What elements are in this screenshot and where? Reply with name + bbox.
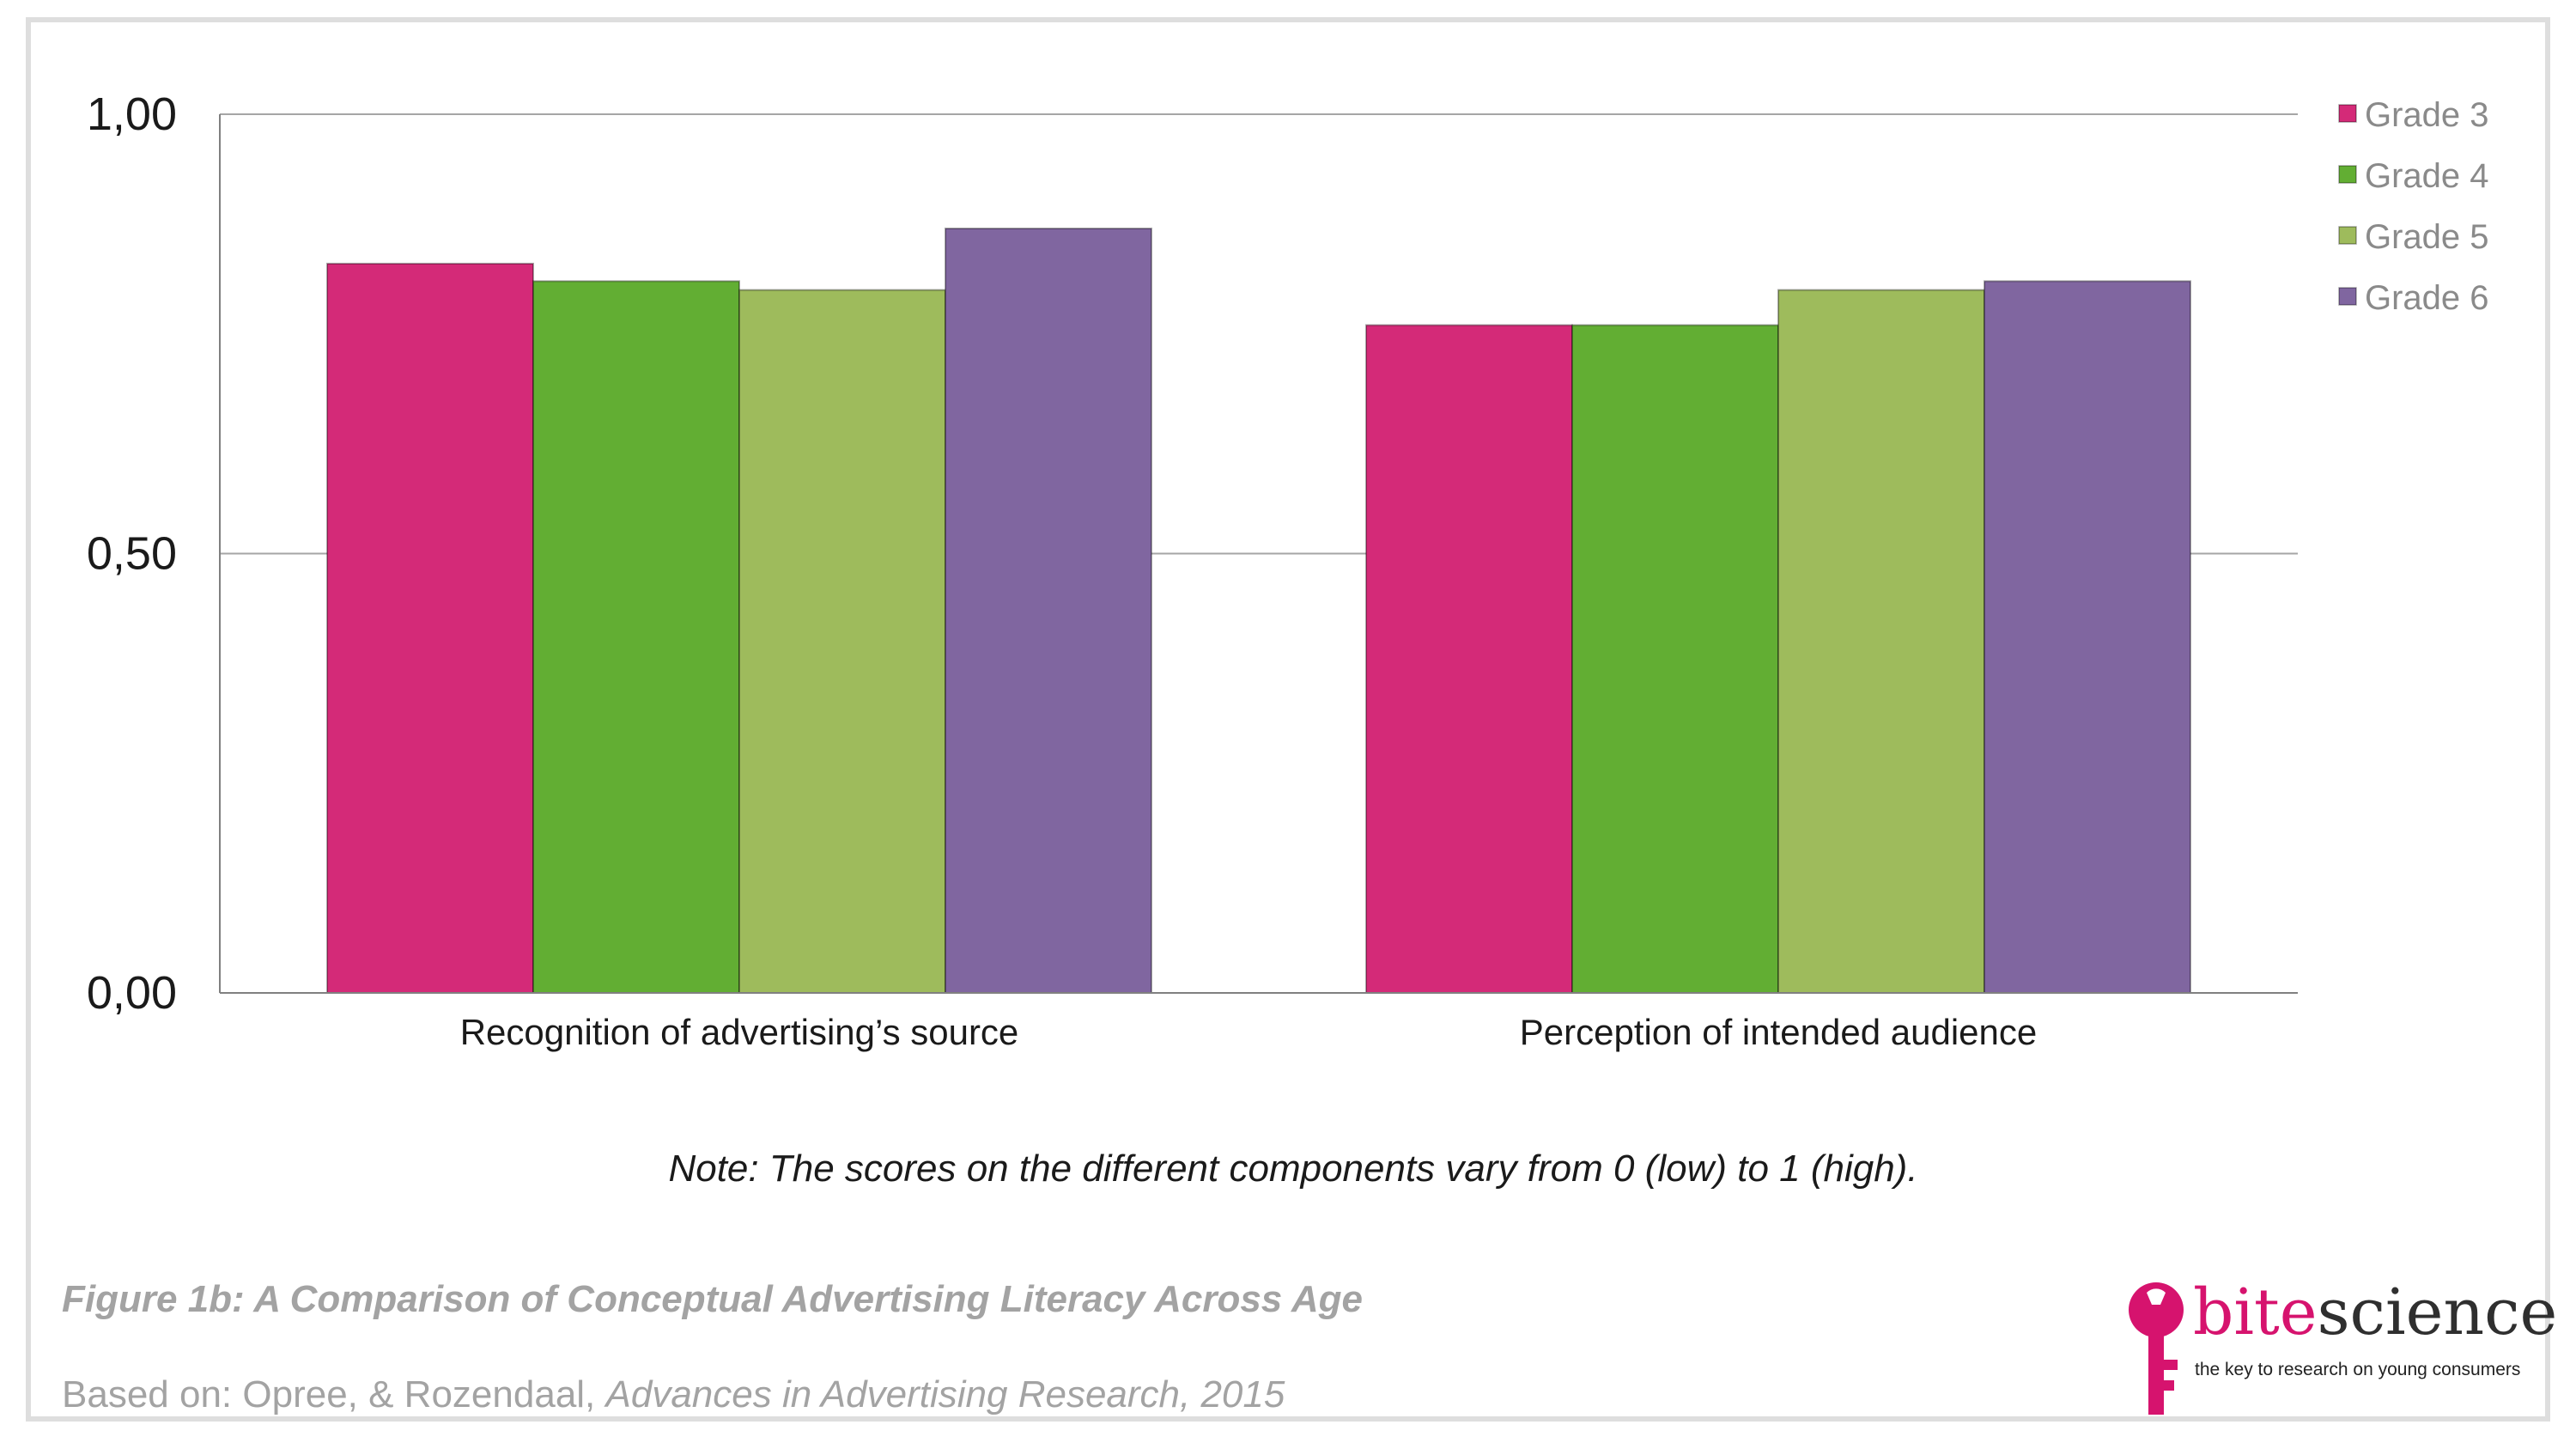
legend-label: Grade 6 <box>2365 279 2489 317</box>
bar-grade-3-cat1 <box>1365 324 1573 994</box>
legend-swatch <box>2338 226 2357 245</box>
x-tick-label: Perception of intended audience <box>1520 1012 2037 1052</box>
key-icon <box>2129 1282 2184 1415</box>
legend-swatch <box>2338 104 2357 123</box>
chart-note: Note: The scores on the different compon… <box>668 1148 1918 1190</box>
legend-label: Grade 4 <box>2365 157 2489 195</box>
y-tick-label: 1,00 <box>87 88 177 140</box>
bar-grade-6-cat0 <box>945 227 1152 995</box>
legend-label: Grade 5 <box>2365 218 2489 256</box>
y-tick-label: 0,00 <box>87 967 177 1019</box>
bar-grade-6-cat1 <box>1984 280 2191 994</box>
logo-tagline: the key to research on young consumers <box>2195 1360 2521 1379</box>
y-tick-label: 0,50 <box>87 528 177 580</box>
bar-grade-5-cat1 <box>1777 289 1985 995</box>
legend-swatch <box>2338 287 2357 306</box>
logo-word-science: science <box>2317 1275 2558 1349</box>
source-journal: Advances in Advertising Research, 2015 <box>605 1373 1285 1416</box>
figure-title: Figure 1b: A Comparison of Conceptual Ad… <box>62 1278 1363 1320</box>
bar-grade-4-cat0 <box>532 280 740 994</box>
bar-grade-5-cat0 <box>738 289 946 995</box>
bar-chart: 0,00 0,50 1,00 Recognition of advertising’s… <box>87 88 2489 1052</box>
logo-wordmark: bitescience <box>2193 1275 2557 1349</box>
bars <box>326 227 2191 995</box>
source-citation: Based on: Opree, & Rozendaal, Advances i… <box>62 1373 1285 1416</box>
legend: Grade 3 Grade 4 Grade 5 Grade 6 <box>2338 96 2489 317</box>
bitescience-logo: bitescience the key to research on young… <box>2126 1275 2557 1418</box>
legend-swatch <box>2338 165 2357 184</box>
source-prefix: Based on: Opree, & Rozendaal, <box>62 1373 606 1416</box>
figure-frame: 0,00 0,50 1,00 Recognition of advertising’s… <box>26 17 2557 1422</box>
x-tick-label: Recognition of advertising’s source <box>460 1012 1019 1052</box>
bar-grade-3-cat0 <box>326 262 534 995</box>
axes: 0,00 0,50 1,00 Recognition of advertising’s… <box>87 88 2298 1052</box>
logo-word-bite: bite <box>2193 1275 2318 1349</box>
bar-grade-4-cat1 <box>1571 324 1779 994</box>
legend-label: Grade 3 <box>2365 96 2489 134</box>
